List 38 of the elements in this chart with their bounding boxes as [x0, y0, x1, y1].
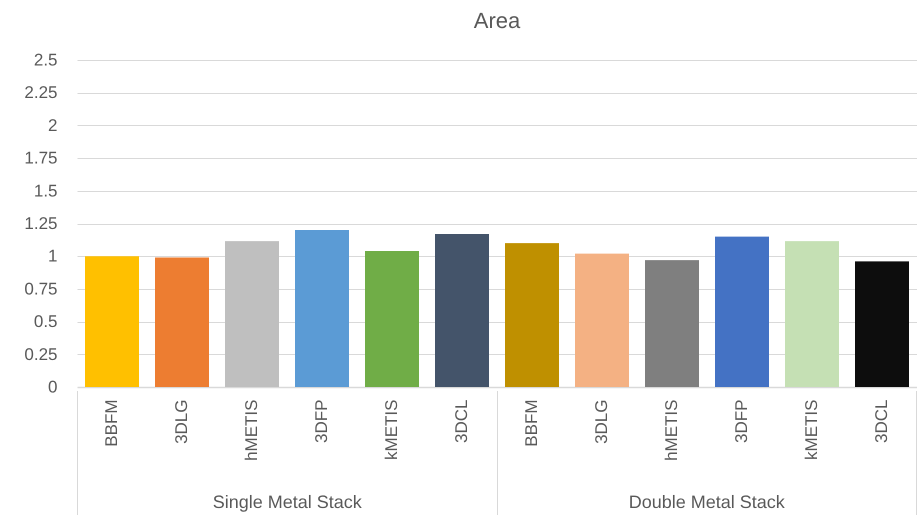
- y-tick-label: 1.75: [24, 148, 58, 168]
- bar: [855, 261, 909, 387]
- bar: [225, 241, 279, 387]
- y-tick-label: 2.5: [34, 50, 58, 70]
- y-tick-label: 1: [48, 246, 58, 266]
- y-tick-label: 2.25: [24, 83, 58, 102]
- y-tick-label: 2: [48, 116, 58, 135]
- x-tick-label: 3DFP: [312, 400, 331, 443]
- x-tick-label: hMETIS: [662, 400, 681, 461]
- y-tick-label: 1.25: [24, 214, 58, 233]
- bar: [435, 234, 489, 387]
- x-tick-label: BBFM: [102, 400, 121, 447]
- bar: [85, 256, 139, 387]
- bar: [365, 250, 419, 387]
- x-tick-label: 3DCL: [872, 400, 891, 443]
- x-tick-label: BBFM: [522, 400, 541, 447]
- x-tick-label: hMETIS: [242, 400, 261, 461]
- y-tick-label: 0: [48, 378, 58, 396]
- x-tick-label: 3DFP: [732, 400, 751, 443]
- y-tick-label: 0.75: [24, 279, 58, 298]
- x-tick-label: kMETIS: [382, 400, 401, 460]
- bar: [295, 230, 349, 387]
- text: Double Metal Stack: [628, 492, 785, 512]
- chart-title: Area: [474, 8, 521, 33]
- bar: [645, 260, 699, 387]
- bar: [155, 258, 209, 387]
- bar: [575, 254, 629, 387]
- bar: [785, 241, 839, 387]
- x-tick-label: kMETIS: [802, 400, 821, 460]
- bar: [505, 243, 559, 387]
- y-tick-label: 1.5: [34, 181, 58, 200]
- x-tick-label: 3DLG: [592, 400, 611, 444]
- text: Single Metal Stack: [212, 492, 362, 512]
- bar: [715, 236, 769, 387]
- y-tick-label: 0.5: [34, 312, 58, 332]
- y-tick-label: 0.25: [24, 344, 58, 364]
- x-tick-label: 3DLG: [172, 400, 191, 444]
- x-tick-label: 3DCL: [452, 400, 471, 443]
